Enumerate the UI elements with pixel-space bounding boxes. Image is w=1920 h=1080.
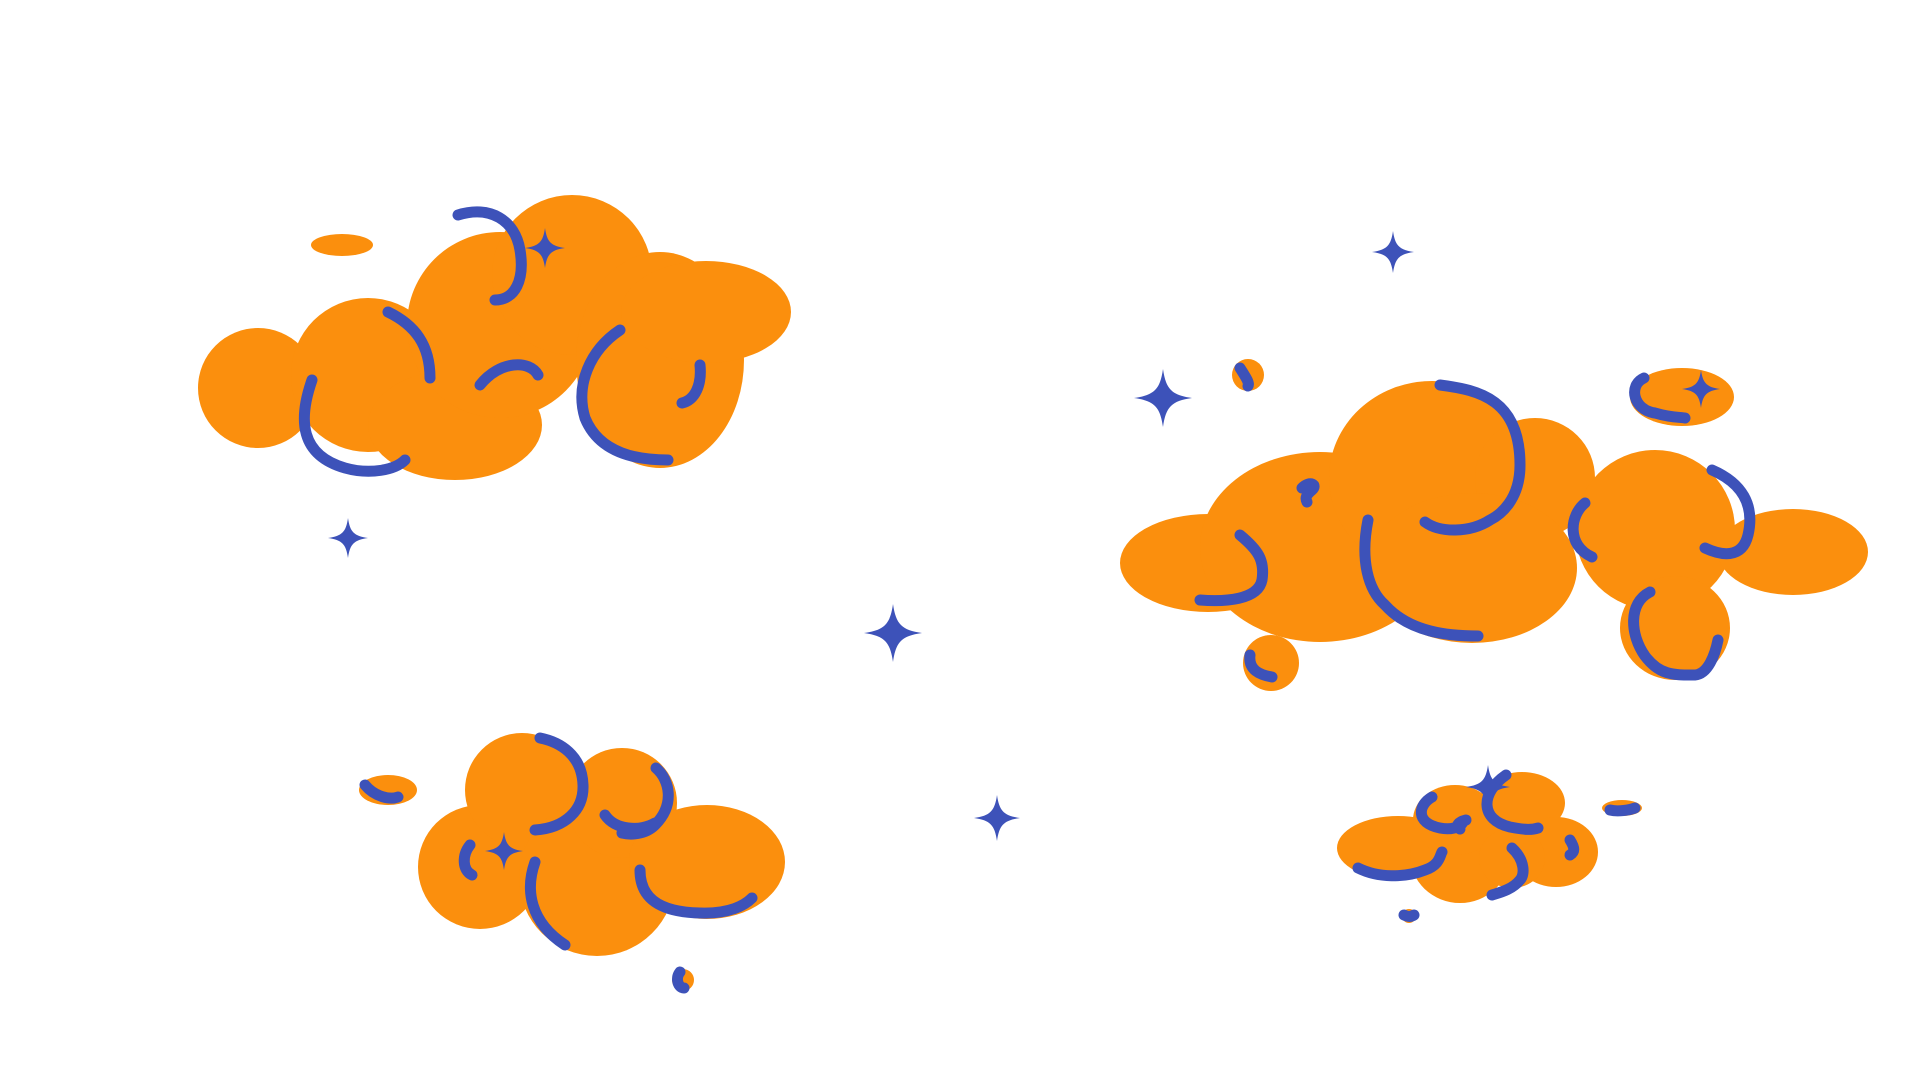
four-point-star-icon — [525, 228, 565, 268]
sparkles — [328, 228, 1720, 870]
four-point-star-icon — [974, 795, 1020, 841]
cloud-bottom-right — [1337, 769, 1642, 923]
four-point-star-icon — [485, 832, 523, 870]
four-point-star-icon — [328, 518, 368, 558]
four-point-star-icon — [864, 604, 922, 662]
cloud-bottom-left — [359, 732, 785, 994]
cloud-top-left — [198, 195, 791, 480]
four-point-star-icon — [1134, 369, 1192, 427]
four-point-star-icon — [1372, 231, 1414, 273]
four-point-star-icon — [1682, 370, 1720, 408]
cloud-right — [1120, 359, 1868, 691]
four-point-star-icon — [1466, 765, 1510, 809]
